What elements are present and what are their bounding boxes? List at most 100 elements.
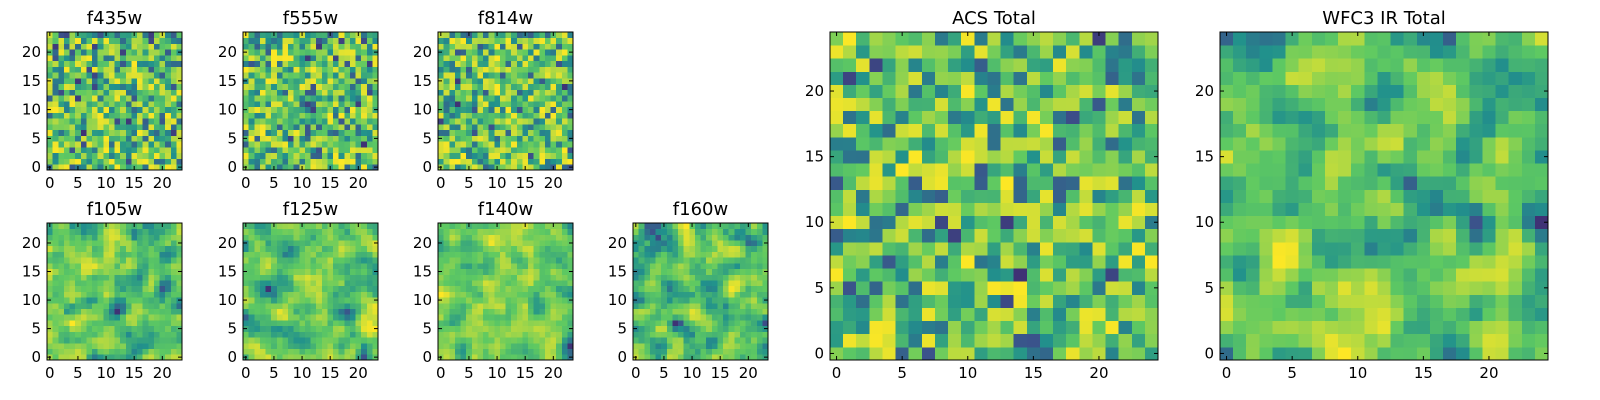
- heatmap-cell: [694, 342, 701, 349]
- heatmap-cell: [293, 60, 300, 67]
- heatmap-cell: [477, 78, 484, 85]
- heatmap-cell: [522, 325, 529, 332]
- heatmap-cell: [75, 66, 82, 73]
- heatmap-cell: [366, 314, 373, 321]
- heatmap-cell: [723, 331, 730, 338]
- heatmap-cell: [488, 331, 495, 338]
- heatmap-cell: [869, 45, 883, 59]
- heatmap-cell: [361, 240, 368, 247]
- heatmap-cell: [58, 223, 65, 230]
- heatmap-cell: [556, 112, 563, 119]
- heatmap-cell: [276, 291, 283, 298]
- heatmap-cell: [948, 268, 962, 282]
- heatmap-cell: [745, 297, 752, 304]
- heatmap-cell: [638, 320, 645, 327]
- heatmap-cell: [108, 228, 115, 235]
- heatmap-cell: [349, 147, 356, 154]
- heatmap-cell: [567, 124, 574, 131]
- heatmap-cell: [243, 147, 250, 154]
- heatmap-cell: [533, 32, 540, 39]
- heatmap-cell: [830, 294, 844, 308]
- heatmap-cell: [75, 83, 82, 90]
- heatmap-cell: [366, 83, 373, 90]
- heatmap-cell: [644, 274, 651, 281]
- heatmap-cell: [471, 240, 478, 247]
- heatmap-cell: [52, 348, 59, 355]
- heatmap-cell: [153, 158, 160, 165]
- heatmap-cell: [1013, 136, 1028, 151]
- heatmap-cell: [125, 342, 132, 349]
- heatmap-cell: [550, 106, 557, 113]
- heatmap-cell: [316, 245, 323, 252]
- heatmap-cell: [1495, 346, 1510, 361]
- heatmap-cell: [471, 89, 478, 96]
- heatmap-cell: [92, 72, 99, 79]
- heatmap-cell: [567, 83, 574, 90]
- heatmap-cell: [148, 223, 155, 230]
- heatmap-cell: [97, 147, 104, 154]
- heatmap-cell: [544, 291, 551, 298]
- heatmap-cell: [316, 308, 323, 315]
- heatmap-cell: [1066, 32, 1080, 46]
- heatmap-cell: [477, 342, 484, 349]
- heatmap-cell: [700, 331, 707, 338]
- heatmap-cell: [533, 135, 540, 142]
- heatmap-cell: [644, 337, 651, 344]
- heatmap-cell: [170, 66, 177, 73]
- heatmap-cell: [58, 78, 65, 85]
- heatmap-cell: [711, 297, 718, 304]
- heatmap-cell: [63, 337, 70, 344]
- heatmap-cell: [1364, 346, 1378, 361]
- heatmap-cell: [248, 49, 255, 56]
- heatmap-cell: [505, 101, 512, 108]
- heatmap-cell: [717, 291, 724, 298]
- heatmap-cell: [108, 354, 115, 361]
- heatmap-cell: [460, 72, 467, 79]
- heatmap-cell: [1416, 320, 1431, 335]
- heatmap-cell: [282, 251, 289, 258]
- heatmap-cell: [108, 331, 115, 338]
- heatmap-cell: [310, 37, 317, 44]
- heatmap-cell: [366, 342, 373, 349]
- heatmap-cell: [243, 257, 250, 264]
- heatmap-cell: [987, 215, 1001, 230]
- heatmap-cell: [974, 281, 988, 295]
- heatmap-cell: [471, 152, 478, 159]
- heatmap-cell: [762, 251, 769, 258]
- heatmap-cell: [259, 348, 266, 355]
- heatmap-cell: [361, 55, 368, 62]
- heatmap-cell: [934, 202, 949, 217]
- heatmap-cell: [361, 66, 368, 73]
- y-tick-label: 5: [227, 320, 237, 338]
- heatmap-cell: [539, 60, 546, 67]
- heatmap-cell: [638, 245, 645, 252]
- heatmap-cell: [539, 95, 546, 102]
- heatmap-cell: [288, 228, 295, 235]
- heatmap-cell: [165, 302, 172, 310]
- heatmap-cell: [499, 147, 506, 154]
- heatmap-cell: [961, 45, 975, 59]
- heatmap-cell: [153, 297, 160, 304]
- heatmap-cell: [63, 234, 70, 241]
- heatmap-cell: [728, 251, 735, 258]
- heatmap-cell: [539, 43, 546, 50]
- heatmap-cell: [293, 285, 300, 292]
- heatmap-cell: [466, 308, 473, 315]
- heatmap-cell: [86, 308, 93, 315]
- heatmap-cell: [361, 325, 368, 332]
- heatmap-cell: [751, 354, 758, 361]
- heatmap-cell: [142, 354, 149, 361]
- heatmap-cell: [882, 97, 896, 112]
- heatmap-cell: [706, 314, 713, 321]
- heatmap-cell: [528, 55, 535, 62]
- heatmap-cell: [120, 164, 127, 171]
- heatmap-cell: [259, 83, 266, 90]
- heatmap-cell: [711, 262, 718, 270]
- heatmap-cell: [443, 234, 450, 241]
- heatmap-cell: [561, 337, 568, 344]
- heatmap-cell: [1053, 45, 1067, 59]
- heatmap-cell: [366, 89, 373, 96]
- heatmap-cell: [505, 135, 512, 142]
- heatmap-cell: [488, 234, 495, 241]
- heatmap-cell: [533, 60, 540, 67]
